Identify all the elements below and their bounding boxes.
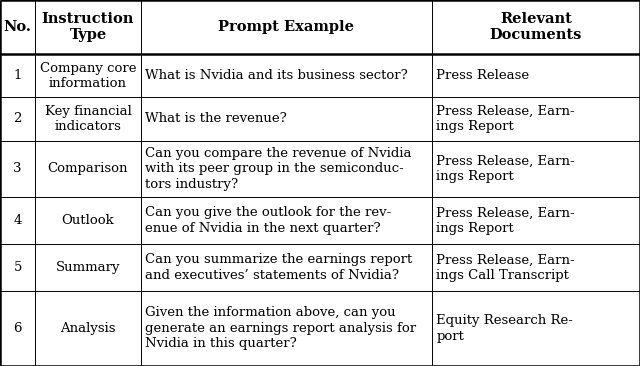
Text: 3: 3 [13, 163, 22, 175]
Text: Press Release, Earn-
ings Report: Press Release, Earn- ings Report [436, 155, 575, 183]
Text: Relevant
Documents: Relevant Documents [490, 12, 582, 42]
Text: 5: 5 [13, 261, 22, 274]
Text: 2: 2 [13, 112, 22, 126]
Text: Given the information above, can you
generate an earnings report analysis for
Nv: Given the information above, can you gen… [145, 306, 417, 351]
Text: Instruction
Type: Instruction Type [42, 12, 134, 42]
Text: 4: 4 [13, 214, 22, 227]
Text: Equity Research Re-
port: Equity Research Re- port [436, 314, 573, 343]
Text: What is the revenue?: What is the revenue? [145, 112, 287, 126]
Text: Outlook: Outlook [61, 214, 115, 227]
Text: No.: No. [4, 20, 31, 34]
Text: Company core
information: Company core information [40, 61, 136, 90]
Text: Analysis: Analysis [60, 322, 116, 335]
Text: Summary: Summary [56, 261, 120, 274]
Text: Press Release, Earn-
ings Report: Press Release, Earn- ings Report [436, 105, 575, 133]
Text: Press Release: Press Release [436, 69, 530, 82]
Text: Key financial
indicators: Key financial indicators [45, 105, 131, 133]
Text: Press Release, Earn-
ings Report: Press Release, Earn- ings Report [436, 206, 575, 235]
Text: Press Release, Earn-
ings Call Transcript: Press Release, Earn- ings Call Transcrip… [436, 253, 575, 282]
Text: Comparison: Comparison [48, 163, 128, 175]
Text: 1: 1 [13, 69, 22, 82]
Text: Prompt Example: Prompt Example [218, 20, 355, 34]
Text: What is Nvidia and its business sector?: What is Nvidia and its business sector? [145, 69, 408, 82]
Text: Can you compare the revenue of Nvidia
with its peer group in the semiconduc-
tor: Can you compare the revenue of Nvidia wi… [145, 147, 412, 191]
Text: Can you summarize the earnings report
and executives’ statements of Nvidia?: Can you summarize the earnings report an… [145, 253, 413, 282]
Text: Can you give the outlook for the rev-
enue of Nvidia in the next quarter?: Can you give the outlook for the rev- en… [145, 206, 392, 235]
Text: 6: 6 [13, 322, 22, 335]
